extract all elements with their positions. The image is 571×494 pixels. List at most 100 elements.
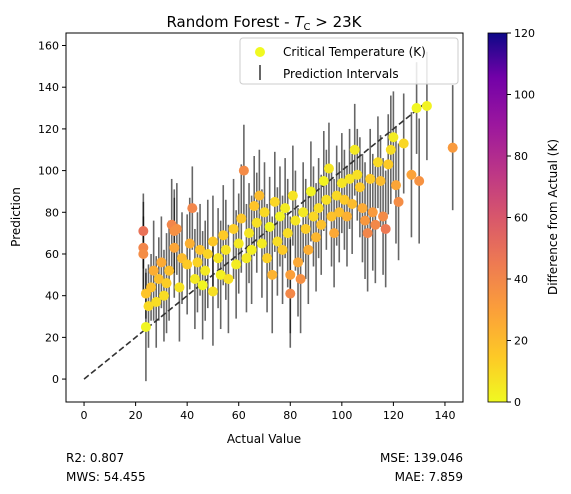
colorbar-tick-label: 80 xyxy=(514,150,528,163)
data-point xyxy=(329,228,340,239)
data-point xyxy=(269,196,280,207)
data-point xyxy=(256,238,267,249)
x-tick-label: 120 xyxy=(383,409,404,422)
colorbar-label: Difference from Actual (K) xyxy=(546,139,560,295)
data-point xyxy=(171,223,182,234)
data-point xyxy=(349,144,360,155)
data-point xyxy=(148,265,159,276)
data-point xyxy=(383,159,394,170)
data-point xyxy=(195,244,206,255)
data-point xyxy=(202,248,213,259)
x-tick-label: 0 xyxy=(81,409,88,422)
data-point xyxy=(244,228,255,239)
y-axis-label: Prediction xyxy=(9,187,23,247)
data-point xyxy=(321,194,332,205)
data-point xyxy=(174,282,185,293)
y-tick-label: 120 xyxy=(38,123,59,136)
data-point xyxy=(305,186,316,197)
data-point xyxy=(138,248,149,259)
data-point xyxy=(251,217,262,228)
colorbar-tick-label: 20 xyxy=(514,335,528,348)
x-tick-label: 40 xyxy=(180,409,194,422)
data-point xyxy=(287,190,298,201)
data-point xyxy=(236,213,247,224)
y-tick-label: 40 xyxy=(45,290,59,303)
data-point xyxy=(207,236,218,247)
data-point xyxy=(164,265,175,276)
reference-line xyxy=(83,101,428,380)
x-tick-label: 80 xyxy=(283,409,297,422)
data-point xyxy=(220,244,231,255)
chart-title: Random Forest - TC > 23K xyxy=(166,13,362,33)
data-point xyxy=(367,207,378,218)
data-point xyxy=(140,321,151,332)
data-point xyxy=(280,203,291,214)
data-point xyxy=(398,138,409,149)
x-axis-label: Actual Value xyxy=(227,432,301,446)
data-point xyxy=(298,207,309,218)
data-point xyxy=(375,176,386,187)
data-point xyxy=(182,259,193,270)
data-point xyxy=(233,238,244,249)
y-tick-label: 160 xyxy=(38,40,59,53)
data-point xyxy=(285,288,296,299)
data-point xyxy=(370,219,381,230)
x-tick-label: 60 xyxy=(232,409,246,422)
data-point xyxy=(360,215,371,226)
data-point xyxy=(344,173,355,184)
data-point xyxy=(215,269,226,280)
data-point xyxy=(218,230,229,241)
x-tick-label: 140 xyxy=(434,409,455,422)
data-point xyxy=(143,301,154,312)
data-point xyxy=(200,265,211,276)
data-point xyxy=(303,244,314,255)
legend-label-prediction-intervals: Prediction Intervals xyxy=(283,67,399,81)
data-point xyxy=(406,169,417,180)
data-point xyxy=(151,296,162,307)
colorbar-tick-label: 0 xyxy=(514,396,521,409)
data-point xyxy=(362,228,373,239)
data-point xyxy=(365,173,376,184)
data-point xyxy=(339,194,350,205)
data-point xyxy=(189,274,200,284)
data-point xyxy=(293,257,304,268)
data-point xyxy=(249,201,260,212)
colorbar-gradient xyxy=(487,32,508,403)
y-tick-label: 20 xyxy=(45,331,59,344)
data-point xyxy=(336,178,347,189)
data-point xyxy=(313,203,324,214)
data-point xyxy=(158,290,169,301)
data-point xyxy=(334,207,345,218)
data-point xyxy=(388,132,399,143)
y-tick-label: 60 xyxy=(45,248,59,261)
data-point xyxy=(267,269,278,280)
data-point xyxy=(393,196,404,207)
colorbar-tick-label: 100 xyxy=(514,89,535,102)
data-point xyxy=(421,100,432,111)
data-point xyxy=(411,103,422,114)
data-point xyxy=(295,274,306,284)
data-point xyxy=(264,221,275,232)
data-point xyxy=(207,286,218,297)
data-point xyxy=(146,282,157,293)
x-tick-label: 100 xyxy=(331,409,352,422)
data-point xyxy=(231,259,242,270)
plot-frame xyxy=(65,32,464,403)
data-point xyxy=(354,182,365,193)
data-point xyxy=(447,142,458,153)
data-point xyxy=(228,223,239,234)
y-tick-label: 80 xyxy=(45,206,59,219)
data-point xyxy=(290,215,301,226)
data-point xyxy=(262,253,273,264)
data-point xyxy=(414,176,425,187)
legend: Critical Temperature (K) Prediction Inte… xyxy=(239,37,459,85)
data-point xyxy=(357,203,368,214)
data-point xyxy=(213,253,224,264)
data-point xyxy=(187,203,198,214)
data-point xyxy=(285,269,296,280)
legend-label-critical-temperature: Critical Temperature (K) xyxy=(283,45,426,59)
data-point xyxy=(380,223,391,234)
data-point xyxy=(347,198,358,209)
data-point xyxy=(197,280,208,291)
